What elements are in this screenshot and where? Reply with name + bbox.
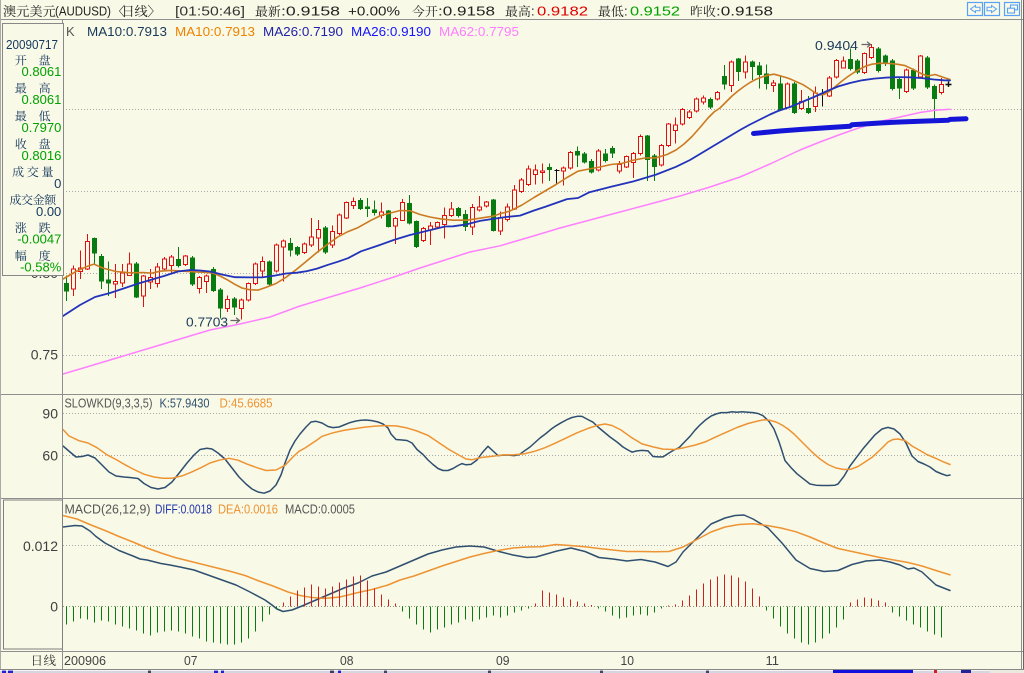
svg-text:20090717: 20090717 [6,37,58,52]
svg-text:10: 10 [621,653,635,668]
svg-text:MA10:0.7913: MA10:0.7913 [175,24,255,39]
svg-text:0.9404: 0.9404 [815,38,858,53]
svg-text:-0.0047: -0.0047 [17,232,61,247]
svg-text::: : [624,4,628,19]
svg-text:90: 90 [42,406,58,422]
svg-text:SLOWKD(9,3,3,5): SLOWKD(9,3,3,5) [65,396,153,411]
svg-text:-0.58%: -0.58% [20,260,62,275]
svg-text::0.9158: :0.9158 [716,4,773,19]
svg-text:MA26:0.9190: MA26:0.9190 [351,24,431,39]
svg-text:MACD:0.0005: MACD:0.0005 [285,502,355,517]
svg-text:D:45.6685: D:45.6685 [220,396,273,411]
svg-text::0.9158: :0.9158 [281,4,340,19]
svg-text:0.8061: 0.8061 [22,92,62,107]
svg-text:0.7970: 0.7970 [22,120,62,135]
svg-text:60: 60 [42,448,58,464]
svg-text::0.9158: :0.9158 [438,4,495,19]
svg-text:09: 09 [496,653,510,668]
svg-text:+0.00%: +0.00% [348,4,401,19]
svg-text:0.8016: 0.8016 [22,148,62,163]
svg-text:(AUDUSD): (AUDUSD) [55,4,111,19]
svg-text::: : [531,4,535,19]
svg-text:200906: 200906 [64,653,106,668]
svg-text:[01:50:46]: [01:50:46] [175,4,245,19]
svg-text:0.9152: 0.9152 [630,4,680,19]
svg-text:0: 0 [50,599,58,615]
svg-text:DEA:0.0016: DEA:0.0016 [218,502,278,517]
svg-text:MA62:0.7795: MA62:0.7795 [439,24,519,39]
svg-text:K: K [66,24,75,39]
svg-text:0.012: 0.012 [23,538,58,554]
svg-text:K:57.9430: K:57.9430 [160,396,210,411]
svg-text:0.9182: 0.9182 [537,4,588,19]
svg-text:0: 0 [54,176,61,191]
svg-text:11: 11 [766,653,780,668]
svg-text:0.8061: 0.8061 [22,64,62,79]
svg-text:DIFF:0.0018: DIFF:0.0018 [155,502,212,517]
svg-text:0.75: 0.75 [31,347,58,363]
svg-text:MACD(26,12,9): MACD(26,12,9) [65,502,151,517]
svg-text:08: 08 [340,653,354,668]
svg-text:MA10:0.7913: MA10:0.7913 [87,24,167,39]
svg-text:0.00: 0.00 [36,204,61,219]
svg-text:07: 07 [184,653,198,668]
svg-text:0.7703: 0.7703 [186,315,228,330]
svg-text:MA26:0.7190: MA26:0.7190 [263,24,343,39]
